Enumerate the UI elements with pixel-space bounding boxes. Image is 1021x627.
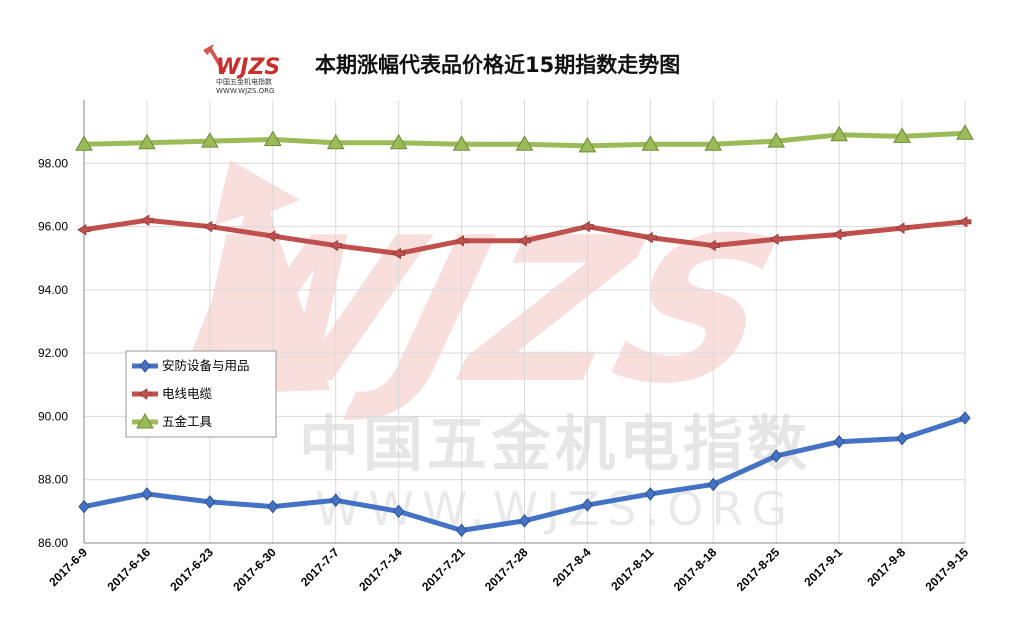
data-point (455, 523, 468, 538)
data-point (141, 487, 153, 501)
y-tick-label: 92.00 (38, 346, 68, 360)
legend-item-1: 电线电缆 (132, 386, 213, 401)
data-point (958, 216, 972, 228)
x-tick-label: 2017-9-8 (864, 545, 908, 589)
y-axis-labels: 86.00 88.00 90.00 92.00 94.00 96.00 98.00 (38, 156, 68, 550)
data-point (707, 477, 719, 492)
data-point (326, 133, 345, 150)
x-tick-label: 2017-6-23 (167, 545, 216, 594)
data-point (769, 233, 783, 245)
data-point (267, 499, 279, 514)
y-tick-label: 94.00 (38, 283, 68, 297)
watermark-arrow (175, 160, 330, 395)
series-layer (75, 124, 974, 538)
y-tick-label: 96.00 (38, 220, 68, 234)
data-point (140, 214, 154, 226)
data-point (895, 222, 909, 234)
y-tick-label: 88.00 (38, 473, 68, 487)
y-tick-label: 90.00 (38, 409, 68, 423)
x-tick-label: 2017-6-30 (230, 545, 279, 594)
series-2 (75, 124, 974, 153)
data-point (833, 434, 845, 449)
x-tick-label: 2017-8-25 (734, 545, 783, 594)
data-point (454, 235, 468, 247)
data-point (706, 239, 720, 252)
x-tick-label: 2017-7-28 (482, 545, 531, 594)
data-point (389, 133, 408, 150)
y-tick-label: 98.00 (38, 156, 68, 170)
legend-label: 五金工具 (162, 414, 213, 429)
logo-url: WWW.WJZS.ORG (216, 87, 274, 95)
x-tick-label: 2017-6-9 (46, 545, 90, 589)
logo-text: WJZS (216, 55, 280, 80)
data-point (515, 135, 534, 151)
data-point (896, 431, 908, 446)
x-tick-label: 2017-7-14 (356, 545, 405, 594)
data-point (641, 135, 660, 151)
data-point (263, 130, 282, 147)
x-tick-label: 2017-8-11 (608, 545, 656, 593)
watermark-chinese: 中国五金机电指数 (299, 410, 811, 480)
data-point (704, 135, 723, 151)
data-point (517, 235, 531, 247)
data-point (138, 388, 152, 400)
x-tick-label: 2017-6-16 (104, 545, 153, 594)
data-point (77, 224, 91, 236)
data-point (203, 220, 217, 233)
data-point (266, 230, 280, 242)
data-point (392, 504, 405, 519)
data-point (204, 495, 216, 509)
data-point (452, 135, 471, 151)
legend-item-2: 五金工具 (132, 412, 213, 429)
data-point (75, 135, 93, 151)
series-1 (77, 214, 972, 260)
legend-label: 安防设备与用品 (162, 358, 250, 373)
data-point (580, 220, 594, 233)
x-tick-label: 2017-7-21 (419, 545, 468, 594)
data-point (138, 133, 156, 150)
data-point (200, 132, 219, 148)
y-tick-label: 86.00 (38, 536, 68, 550)
data-point (578, 136, 597, 153)
x-tick-label: 2017-9-1 (801, 545, 845, 589)
legend-label: 电线电缆 (162, 386, 213, 401)
data-point (770, 449, 782, 463)
series-0 (78, 411, 971, 538)
data-point (956, 124, 974, 140)
data-point (518, 514, 531, 528)
x-tick-label: 2017-8-18 (671, 545, 720, 594)
logo-arrow-icon (203, 44, 226, 72)
logo-subtitle: 中国五金机电指数 (216, 77, 272, 86)
legend-item-0: 安防设备与用品 (132, 358, 250, 373)
x-axis-labels: 2017-6-9 2017-6-16 2017-6-23 2017-6-30 2017-… (46, 545, 971, 594)
x-tick-label: 2017-7-7 (298, 545, 342, 589)
data-point (328, 239, 343, 252)
data-point (581, 498, 594, 512)
data-point (644, 487, 657, 501)
data-point (832, 228, 846, 241)
x-tick-label: 2017-9-15 (923, 545, 972, 594)
data-point (391, 247, 406, 260)
data-point (330, 493, 342, 508)
axes (83, 100, 965, 544)
data-point (643, 231, 657, 244)
chart-title: 本期涨幅代表品价格近15期指数走势图 (315, 53, 680, 77)
data-point (893, 127, 911, 143)
data-point (139, 359, 151, 373)
x-tick-label: 2017-8-4 (550, 545, 594, 589)
data-point (959, 411, 971, 425)
data-point (830, 125, 849, 142)
data-point (78, 499, 90, 514)
data-point (767, 132, 786, 148)
logo: WJZS 中国五金机电指数 WWW.WJZS.ORG (203, 44, 280, 95)
data-point (136, 412, 154, 429)
